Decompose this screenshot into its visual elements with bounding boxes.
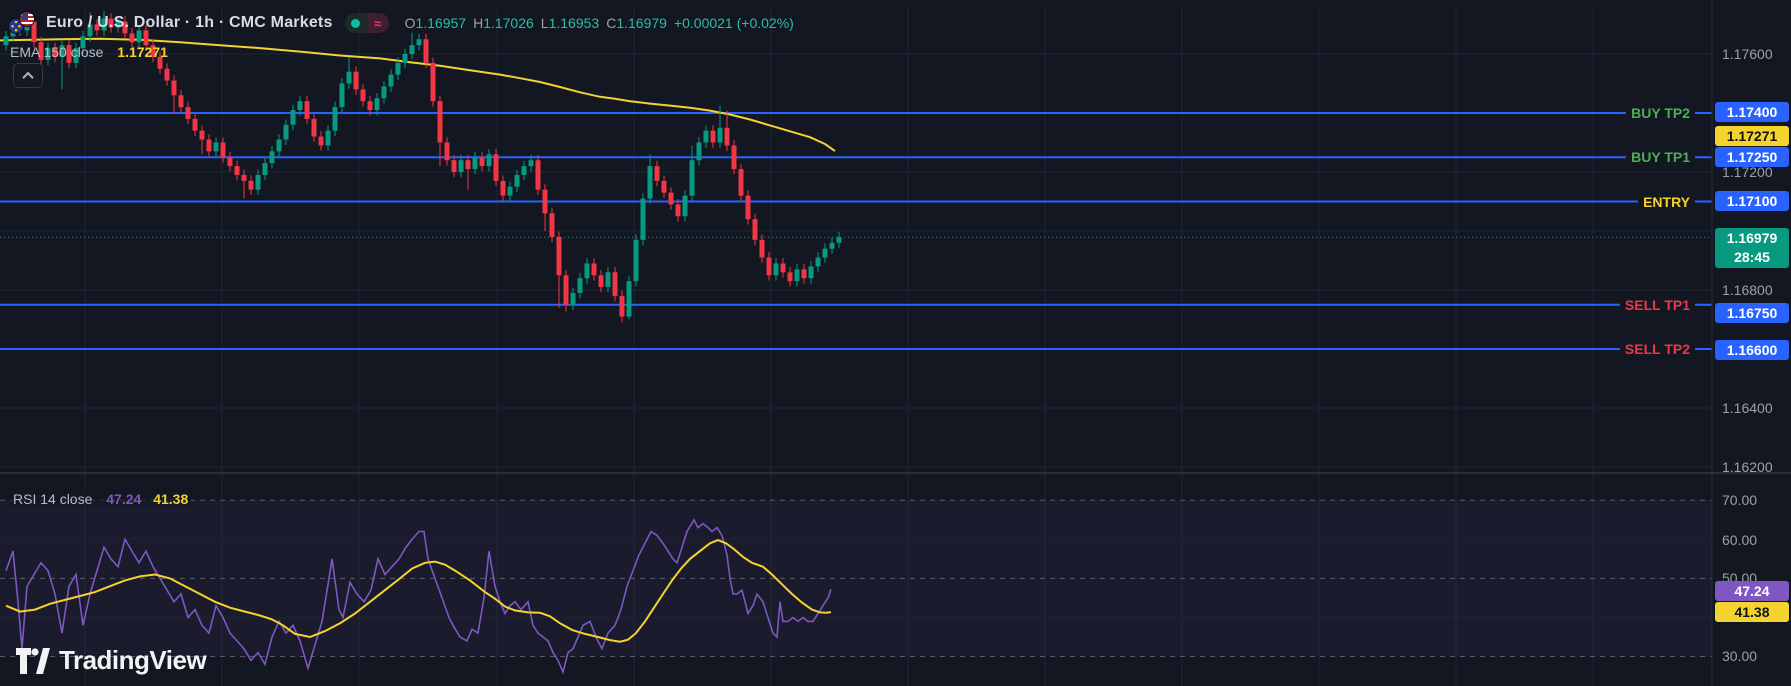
rsi-value-badge: 47.24	[1715, 581, 1789, 601]
rsi-axis-label: 60.00	[1722, 532, 1758, 548]
ema-price-badge: 1.17271	[1715, 126, 1789, 146]
usd-flag-icon	[19, 11, 35, 27]
rsi-legend[interactable]: RSI 14 close 47.24 41.38	[10, 491, 192, 507]
tradingview-logo-text: TradingView	[59, 645, 207, 675]
chevron-up-icon	[22, 71, 34, 83]
price-axis-label: 1.16200	[1722, 459, 1773, 475]
change-value: +0.00021 (+0.02%)	[673, 15, 794, 31]
open-label: O	[404, 15, 416, 31]
rsi-axis-label: 30.00	[1722, 648, 1758, 664]
collapse-legend-button[interactable]	[13, 63, 43, 88]
level-label-entry[interactable]: ENTRY	[1638, 193, 1695, 210]
level-label-buy-tp1[interactable]: BUY TP1	[1626, 149, 1695, 166]
level-price-badge: 1.17400	[1715, 102, 1789, 122]
level-price-badge: 1.16750	[1715, 303, 1789, 323]
symbol-pair-icon	[8, 11, 38, 35]
close-value: 1.16979	[616, 15, 667, 31]
market-open-dot-icon	[344, 13, 367, 33]
tradingview-logo-icon	[16, 647, 50, 674]
price-axis-label: 1.16400	[1722, 400, 1773, 416]
rsi-label: RSI 14 close	[13, 491, 93, 507]
ohlc-values: O1.16957 H1.17026 L1.16953 C1.16979 +0.0…	[405, 15, 794, 31]
price-axis-label: 1.17200	[1722, 164, 1773, 180]
rsi-axis-label: 70.00	[1722, 492, 1758, 508]
low-label: L	[540, 15, 549, 31]
rsi-value: 47.24	[106, 491, 142, 507]
price-axis-label: 1.17600	[1722, 46, 1773, 62]
last-price-value: 1.16979	[1726, 230, 1778, 246]
symbol-title[interactable]: Euro / U.S. Dollar · 1h · CMC Markets	[46, 14, 333, 31]
approx-price-icon: ≈	[366, 13, 389, 33]
level-price-badge: 1.17250	[1715, 147, 1789, 167]
close-label: C	[606, 15, 617, 31]
level-price-badge: 1.16600	[1715, 340, 1789, 360]
open-value: 1.16957	[415, 15, 467, 31]
price-axis-label: 1.16800	[1722, 282, 1773, 298]
symbol-legend[interactable]: Euro / U.S. Dollar · 1h · CMC Markets ≈ …	[8, 11, 794, 35]
high-value: 1.17026	[483, 15, 534, 31]
last-price-badge: 1.16979 28:45	[1715, 228, 1789, 268]
ema-legend[interactable]: EMA 150 close 1.17271	[10, 44, 168, 60]
rsi-ma-value-badge: 41.38	[1715, 602, 1789, 622]
bar-countdown: 28:45	[1734, 249, 1770, 265]
high-label: H	[473, 15, 484, 31]
level-label-sell-tp1[interactable]: SELL TP1	[1619, 296, 1695, 313]
tradingview-logo[interactable]: TradingView	[16, 645, 207, 676]
low-value: 1.16953	[548, 15, 600, 31]
level-price-badge: 1.17100	[1715, 191, 1789, 211]
ema-label: EMA 150 close	[10, 44, 104, 60]
ema-value: 1.17271	[117, 44, 168, 60]
market-status-toggle[interactable]: ≈	[344, 13, 389, 33]
rsi-ma-value: 41.38	[153, 491, 189, 507]
level-label-buy-tp2[interactable]: BUY TP2	[1626, 105, 1695, 121]
level-label-sell-tp2[interactable]: SELL TP2	[1619, 341, 1695, 357]
